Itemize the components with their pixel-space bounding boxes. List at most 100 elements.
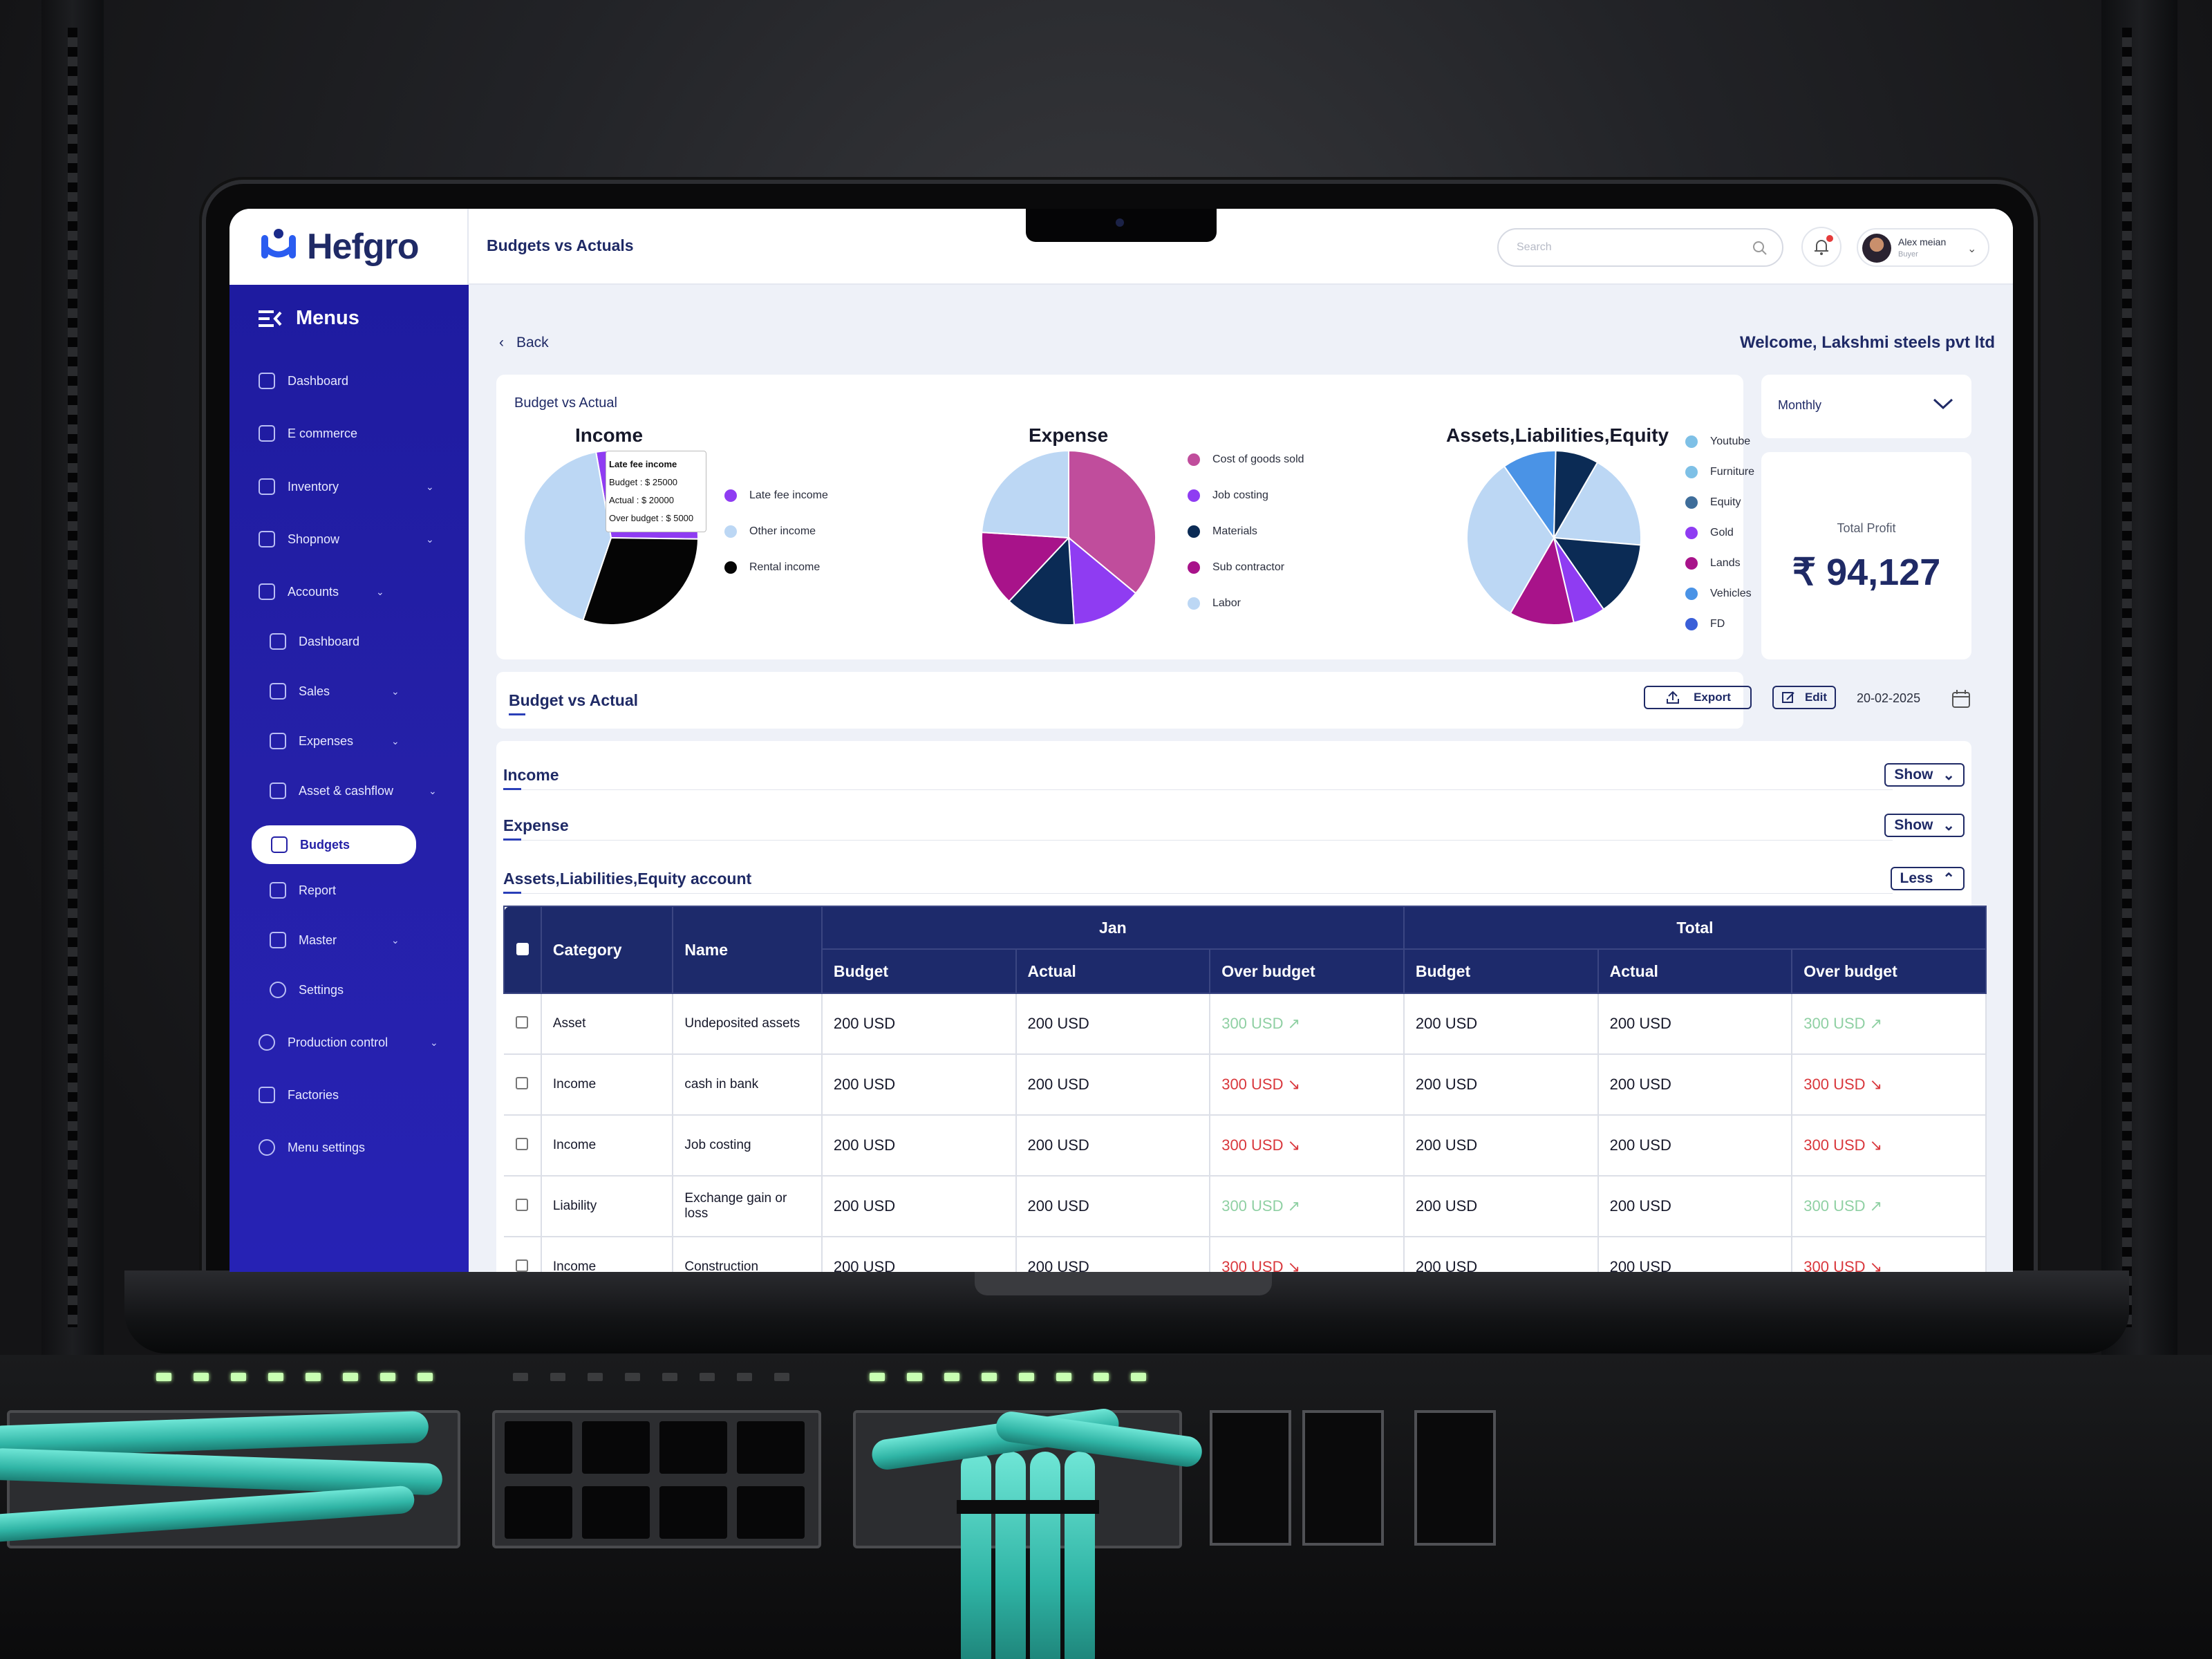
toolbar-title: Budget vs Actual: [509, 691, 639, 709]
row-checkbox[interactable]: [516, 1199, 529, 1211]
legend-label: Other income: [749, 525, 816, 537]
pie-slice[interactable]: [1008, 536, 1075, 626]
status-led: [1131, 1373, 1146, 1381]
back-button[interactable]: ‹ Back: [499, 335, 549, 351]
pie-slice[interactable]: [1067, 536, 1137, 626]
over-budget-value: 300 USD: [1803, 1076, 1866, 1093]
legend-label: Vehicles: [1710, 588, 1752, 599]
pie-slice[interactable]: [1509, 536, 1575, 626]
search-input[interactable]: Search: [1497, 228, 1783, 267]
chevron-down-icon: ⌄: [1942, 817, 1955, 834]
chart-title-expense: Expense: [1029, 424, 1109, 446]
row-checkbox[interactable]: [516, 1077, 529, 1089]
cell-budget: 200 USD: [821, 1115, 1017, 1177]
cell-actual: 200 USD: [1015, 1237, 1211, 1272]
period-select[interactable]: Monthly: [1761, 375, 1971, 438]
sidebar-item-label: E commerce: [288, 426, 358, 440]
legend-item: FD: [1685, 618, 1725, 630]
header-name: Name: [672, 906, 823, 994]
sidebar-subitem-master[interactable]: Master ⌄: [270, 923, 422, 957]
sidebar-subitem-sales[interactable]: Sales ⌄: [270, 674, 422, 709]
trend-up-icon: ↗: [1287, 1015, 1301, 1032]
budget-table: Category Name Jan Total Budget Actual Ov…: [503, 906, 1987, 1272]
pie-slice[interactable]: [582, 536, 700, 626]
cell-category: Asset: [541, 993, 674, 1055]
select-all-checkbox[interactable]: [516, 942, 529, 955]
sidebar-item-shopnow[interactable]: Shopnow ⌄: [259, 522, 438, 556]
ethernet-port: [582, 1486, 650, 1539]
chevron-down-icon: ⌄: [1967, 243, 1977, 255]
sidebar-item-inventory[interactable]: Inventory ⌄: [259, 469, 438, 504]
sidebar: Menus Dashboard E commerce Inventory ⌄ Sh…: [229, 285, 469, 1272]
pie-slice[interactable]: [1503, 450, 1557, 541]
menus-header[interactable]: Menus: [257, 307, 359, 330]
less-button[interactable]: Less ⌃: [1890, 867, 1965, 890]
sidebar-subitem-settings[interactable]: Settings: [270, 973, 344, 1007]
sidebar-item-accounts[interactable]: Accounts ⌄: [259, 574, 397, 609]
legend-label: Gold: [1710, 527, 1734, 538]
export-button[interactable]: Export: [1644, 686, 1752, 709]
cell-total-budget: 200 USD: [1403, 1115, 1599, 1177]
top-bar: Budgets vs Actuals Search Alex meian Buy…: [469, 209, 2013, 285]
sidebar-item-label: Master: [299, 932, 337, 947]
sidebar-subitem-dashboard[interactable]: Dashboard: [270, 624, 359, 659]
pie-slice[interactable]: [1466, 465, 1555, 615]
status-led: [662, 1373, 677, 1381]
pie-slice[interactable]: [523, 451, 612, 621]
edit-button[interactable]: Edit: [1772, 686, 1836, 709]
ethernet-port: [659, 1421, 727, 1474]
legend-item: Furniture: [1685, 466, 1754, 478]
sidebar-item-ecommerce[interactable]: E commerce: [259, 416, 357, 451]
pie-slice[interactable]: [1553, 450, 1599, 538]
pie-slice[interactable]: [981, 449, 1069, 539]
pie-slice[interactable]: [1553, 461, 1642, 546]
date-field[interactable]: 20-02-2025: [1857, 691, 1921, 705]
cell-name: Exchange gain or loss: [673, 1176, 823, 1237]
pie-slice[interactable]: [981, 532, 1071, 603]
tooltip-over-budget: Over budget : $ 5000: [609, 513, 694, 523]
title-underline: [509, 713, 525, 715]
row-checkbox[interactable]: [516, 1016, 529, 1029]
charts-card: Budget vs Actual Income Late fee income …: [496, 375, 1754, 659]
sidebar-item-menu-settings[interactable]: Menu settings: [259, 1130, 365, 1165]
sidebar-subitem-asset-cashflow[interactable]: Asset & cashflow ⌄: [270, 774, 456, 808]
pie-slice[interactable]: [1068, 449, 1156, 594]
table-row[interactable]: Income cash in bank 200 USD 200 USD 300 …: [504, 1054, 1987, 1116]
status-led: [268, 1373, 283, 1381]
sidebar-item-dashboard[interactable]: Dashboard: [259, 364, 348, 398]
table-row[interactable]: Liability Exchange gain or loss 200 USD …: [504, 1176, 1987, 1237]
table-row[interactable]: Asset Undeposited assets 200 USD 200 USD…: [504, 993, 1987, 1055]
table-row[interactable]: Income Construction 200 USD 200 USD 300 …: [504, 1237, 1987, 1272]
cell-budget: 200 USD: [821, 1237, 1017, 1272]
edit-label: Edit: [1804, 691, 1828, 704]
sidebar-item-production-control[interactable]: Production control ⌄: [259, 1025, 445, 1060]
row-checkbox[interactable]: [516, 1138, 529, 1150]
cell-actual: 200 USD: [1015, 1176, 1211, 1237]
section-underline: [503, 892, 521, 894]
show-button[interactable]: Show ⌄: [1884, 763, 1965, 787]
trend-down-icon: ↘: [1287, 1136, 1301, 1154]
status-led: [231, 1373, 246, 1381]
table-row[interactable]: Income Job costing 200 USD 200 USD 300 U…: [504, 1115, 1987, 1177]
sidebar-subitem-budgets[interactable]: Budgets: [252, 825, 416, 864]
box-icon: [259, 478, 275, 495]
chevron-down-icon: ⌄: [1942, 767, 1955, 783]
network-cable: [1030, 1452, 1060, 1659]
cell-name: Undeposited assets: [673, 993, 823, 1055]
ethernet-port: [737, 1486, 805, 1539]
user-icon: [270, 932, 286, 948]
status-led: [306, 1373, 321, 1381]
row-checkbox[interactable]: [516, 1259, 529, 1272]
sidebar-item-factories[interactable]: Factories: [259, 1078, 339, 1112]
trend-down-icon: ↘: [1287, 1076, 1301, 1093]
sidebar-subitem-expenses[interactable]: Expenses ⌄: [270, 724, 422, 758]
show-button[interactable]: Show ⌄: [1884, 814, 1965, 837]
cell-total-over-budget: 300 USD ↗: [1792, 993, 1987, 1055]
page-title: Budgets vs Actuals: [487, 236, 634, 254]
sidebar-subitem-report[interactable]: Report: [270, 873, 336, 908]
tooltip-title: Late fee income: [609, 459, 677, 469]
notification-button[interactable]: [1801, 227, 1841, 267]
pie-slice[interactable]: [1552, 536, 1642, 610]
calendar-icon[interactable]: [1951, 688, 1971, 709]
user-menu[interactable]: Alex meian Buyer ⌄: [1857, 228, 1989, 267]
